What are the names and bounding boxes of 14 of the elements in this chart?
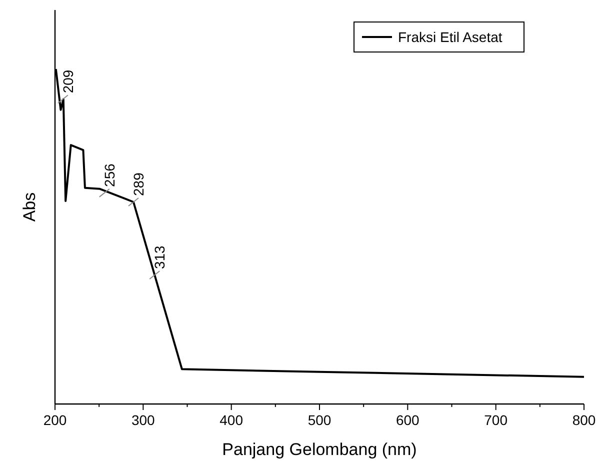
x-axis-title: Panjang Gelombang (nm): [222, 440, 417, 459]
annotation: 289: [130, 172, 146, 196]
x-tick-label: 300: [131, 412, 156, 428]
annotation: 313: [152, 245, 168, 270]
annotation: 256: [101, 163, 118, 187]
x-tick-label: 600: [396, 412, 420, 428]
x-tick-label: 400: [220, 412, 244, 428]
x-tick-label: 800: [572, 412, 596, 428]
annotation: 209: [60, 70, 76, 94]
y-axis-title: Abs: [20, 192, 39, 222]
x-tick-label: 200: [43, 412, 67, 428]
x-tick-label: 500: [308, 412, 332, 428]
legend-label: Fraksi Etil Asetat: [398, 29, 502, 45]
x-tick-label: 700: [484, 412, 508, 428]
